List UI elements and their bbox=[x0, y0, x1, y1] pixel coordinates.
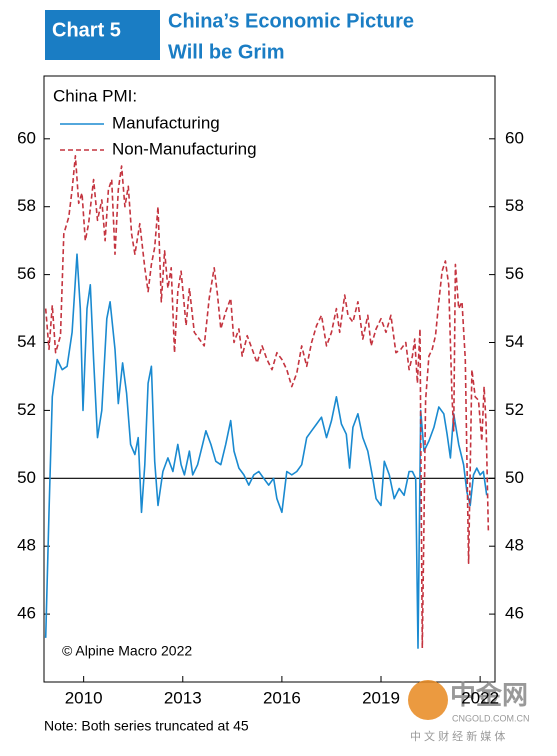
y-tick-label: 46 bbox=[17, 604, 36, 623]
header-title: China’s Economic Picture bbox=[168, 10, 414, 32]
watermark-logo-icon bbox=[408, 680, 448, 720]
header-label: Chart 5 bbox=[52, 19, 121, 41]
legend-title: China PMI: bbox=[53, 86, 137, 105]
y-tick-label: 52 bbox=[17, 400, 36, 419]
x-tick-label: 2019 bbox=[362, 688, 400, 707]
series-line bbox=[44, 253, 488, 649]
watermark: 中金网 CNGOLD.COM.CN 中 文 财 经 新 媒 体 bbox=[408, 680, 530, 743]
y-tick-label: 54 bbox=[17, 332, 36, 351]
y2-tick-label: 56 bbox=[505, 264, 524, 283]
y2-tick-label: 60 bbox=[505, 128, 524, 147]
watermark-site: CNGOLD.COM.CN bbox=[452, 713, 530, 723]
y2-tick-label: 54 bbox=[505, 332, 524, 351]
note: Note: Both series truncated at 45 bbox=[44, 718, 249, 734]
y2-tick-label: 48 bbox=[505, 536, 524, 555]
y2-tick-label: 58 bbox=[505, 196, 524, 215]
x-tick-label: 2016 bbox=[263, 688, 301, 707]
series-line bbox=[44, 155, 490, 649]
watermark-logo: 中金网 bbox=[450, 680, 528, 710]
x-tick-label: 2013 bbox=[164, 688, 202, 707]
header-title: Will be Grim bbox=[168, 41, 285, 63]
legend-label: Manufacturing bbox=[112, 113, 220, 132]
annotation: © Alpine Macro 2022 bbox=[62, 643, 192, 659]
y-tick-label: 48 bbox=[17, 536, 36, 555]
legend-label: Non-Manufacturing bbox=[112, 139, 257, 158]
y2-tick-label: 52 bbox=[505, 400, 524, 419]
x-tick-label: 2022 bbox=[461, 688, 499, 707]
y-tick-label: 56 bbox=[17, 264, 36, 283]
plot-frame bbox=[43, 75, 496, 683]
header-label-box bbox=[45, 10, 160, 60]
y2-tick-label: 46 bbox=[505, 604, 524, 623]
y-tick-label: 50 bbox=[17, 468, 36, 487]
x-tick-label: 2010 bbox=[65, 688, 103, 707]
y-tick-label: 58 bbox=[17, 196, 36, 215]
y2-tick-label: 50 bbox=[505, 468, 524, 487]
y-tick-label: 60 bbox=[17, 128, 36, 147]
watermark-tagline: 中 文 财 经 新 媒 体 bbox=[410, 729, 505, 743]
